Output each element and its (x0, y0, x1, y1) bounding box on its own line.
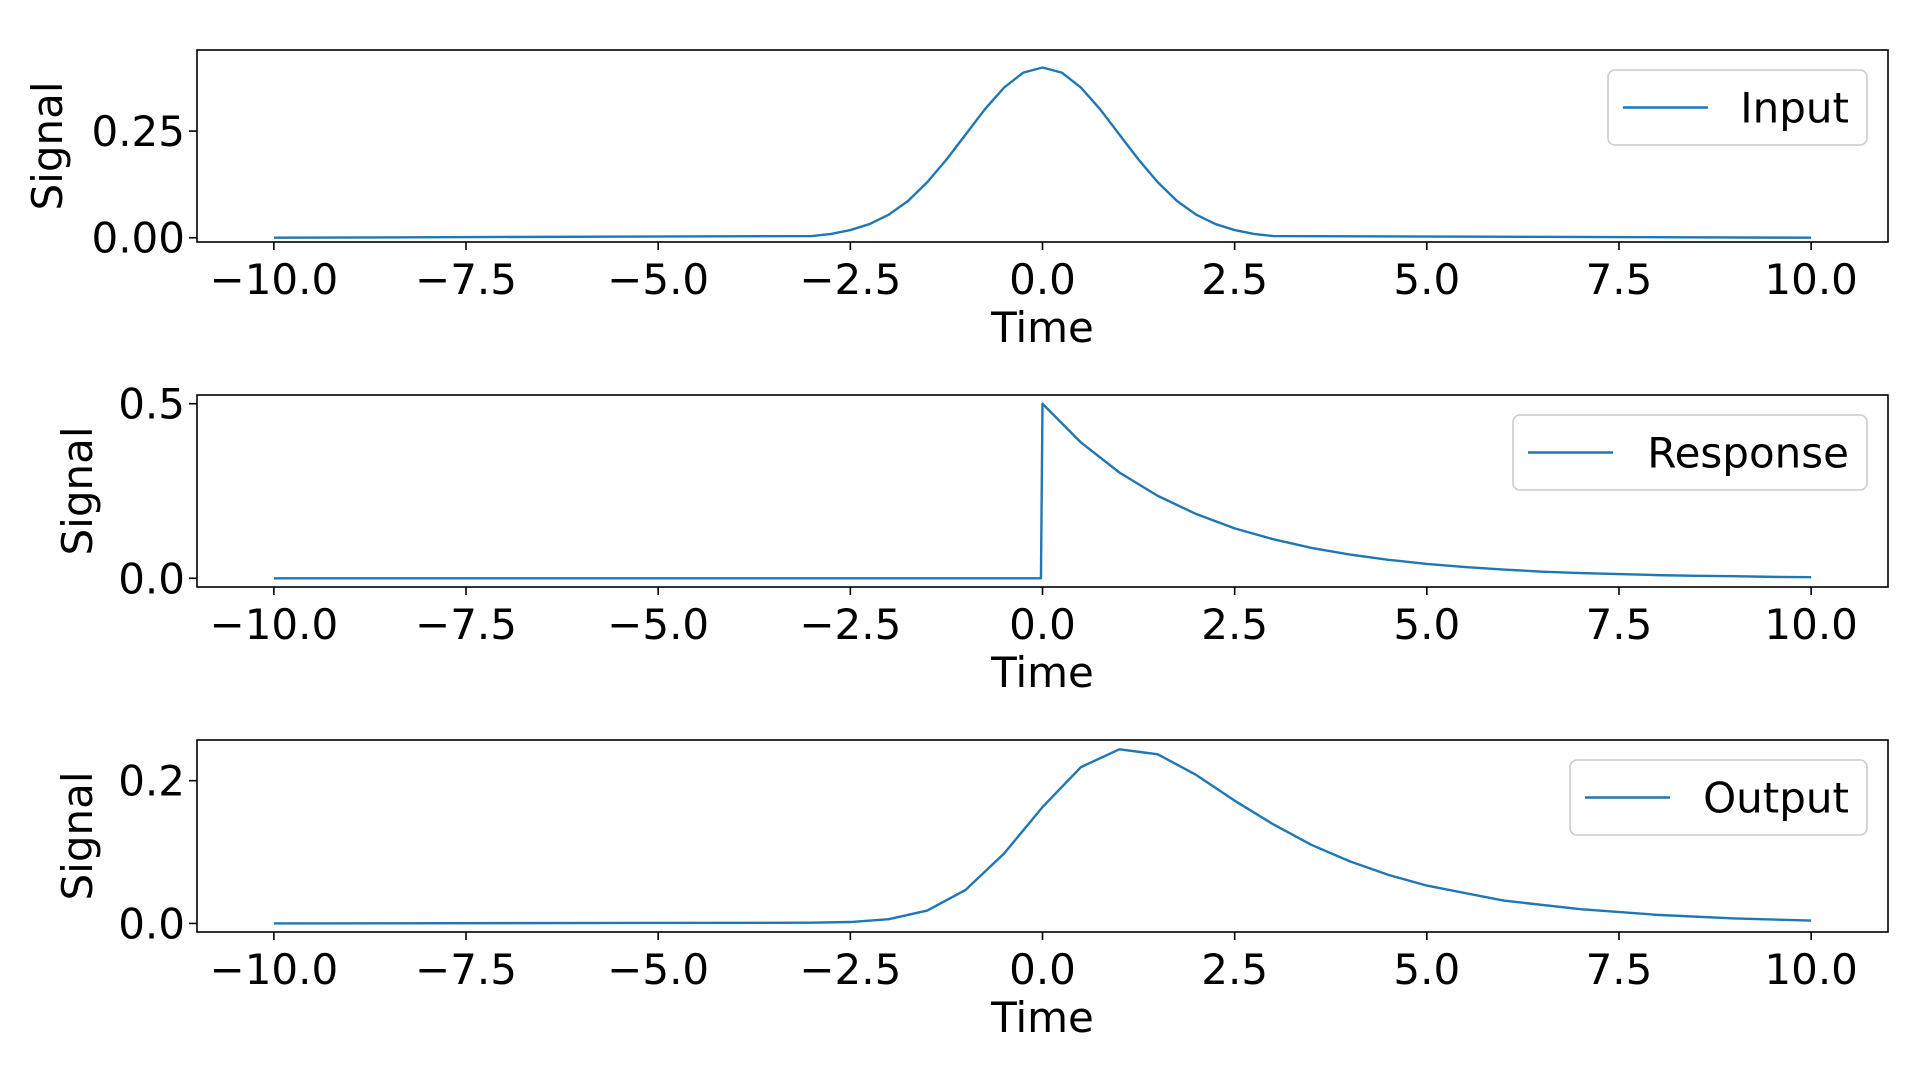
legend: Response (1512, 414, 1868, 491)
y-axis-label: Signal (53, 771, 102, 900)
x-tick-label: 2.5 (1201, 945, 1268, 994)
x-tick-label: 5.0 (1393, 945, 1460, 994)
x-tick-label: 2.5 (1201, 600, 1268, 649)
y-tick-label: 0.0 (118, 554, 185, 603)
y-axis-label: Signal (53, 426, 102, 555)
series-line-response (273, 402, 1812, 580)
x-tick-label: 10.0 (1764, 255, 1858, 304)
subplot-1: −10.0 −7.5 −5.0 −2.5 0.0 2.5 5.0 7.5 10.0 0.00 0.2… (23, 49, 1889, 352)
x-tick-label: 7.5 (1586, 945, 1653, 994)
x-tick-label: −2.5 (799, 945, 901, 994)
x-tick-label: −2.5 (799, 255, 901, 304)
legend-frame (1607, 69, 1868, 146)
subplot-2: −10.0 −7.5 −5.0 −2.5 0.0 2.5 5.0 7.5 10.0 0.0 0.5 T… (53, 380, 1889, 697)
x-tick-label: 2.5 (1201, 255, 1268, 304)
legend-label: Input (1740, 84, 1849, 133)
series-line-output (273, 748, 1812, 925)
x-tick-label: −5.0 (607, 255, 709, 304)
legend-frame (1569, 759, 1868, 836)
x-tick-label: 7.5 (1586, 600, 1653, 649)
x-tick-label: −10.0 (210, 255, 339, 304)
x-tick-label: −2.5 (799, 600, 901, 649)
x-tick-label: 0.0 (1009, 255, 1076, 304)
x-tick-label: 0.0 (1009, 945, 1076, 994)
x-tick-label: 10.0 (1764, 945, 1858, 994)
x-tick-label: 5.0 (1393, 255, 1460, 304)
legend-label: Response (1647, 429, 1849, 478)
x-tick-label: −7.5 (415, 255, 517, 304)
legend-frame (1512, 414, 1868, 491)
x-axis-label: Time (990, 648, 1094, 697)
x-tick-label: −5.0 (607, 945, 709, 994)
legend: Input (1607, 69, 1868, 146)
x-tick-label: 10.0 (1764, 600, 1858, 649)
x-tick-label: −5.0 (607, 600, 709, 649)
subplot-3: −10.0 −7.5 −5.0 −2.5 0.0 2.5 5.0 7.5 10.0 0.0 0.2 T… (53, 739, 1889, 1042)
x-axis-label: Time (990, 993, 1094, 1042)
x-tick-label: −7.5 (415, 600, 517, 649)
y-tick-label: 0.0 (118, 899, 185, 948)
legend-label: Output (1703, 774, 1849, 823)
y-tick-label: 0.5 (118, 380, 185, 429)
x-tick-label: −10.0 (210, 600, 339, 649)
y-tick-label: 0.25 (91, 107, 185, 156)
x-tick-label: 7.5 (1586, 255, 1653, 304)
series-line-input (273, 66, 1812, 239)
legend: Output (1569, 759, 1868, 836)
x-tick-label: 0.0 (1009, 600, 1076, 649)
x-tick-label: −10.0 (210, 945, 339, 994)
y-axis-label: Signal (23, 81, 72, 210)
subplot-panels: −10.0 −7.5 −5.0 −2.5 0.0 2.5 5.0 7.5 10.0 0.00 0.2… (23, 49, 1889, 1042)
y-tick-label: 0.00 (91, 214, 185, 263)
x-axis-label: Time (990, 303, 1094, 352)
y-tick-label: 0.2 (118, 757, 185, 806)
x-tick-label: 5.0 (1393, 600, 1460, 649)
x-tick-label: −7.5 (415, 945, 517, 994)
